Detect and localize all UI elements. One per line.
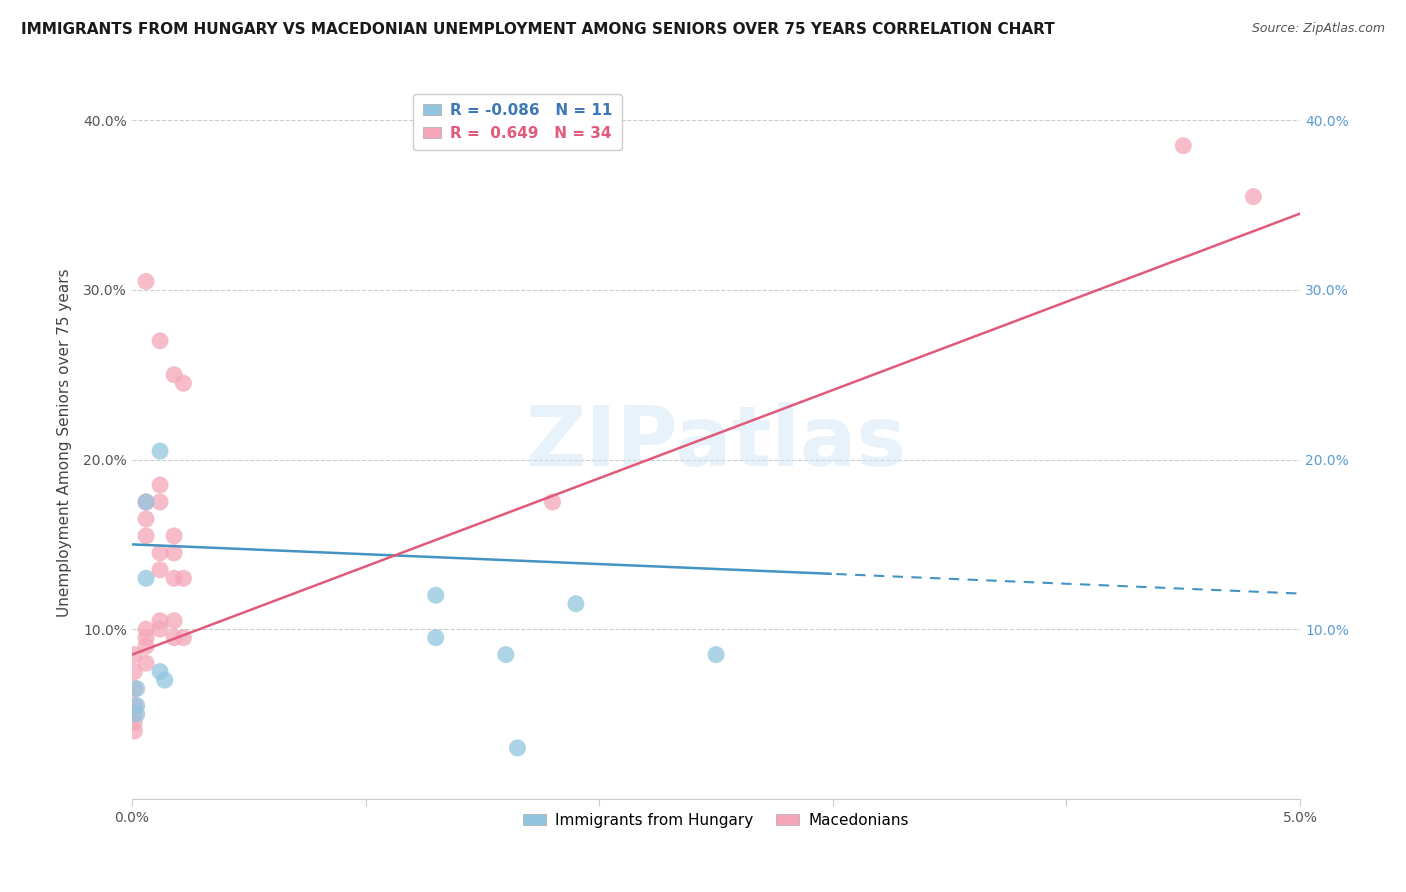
Point — [124, 723, 146, 738]
Point — [135, 512, 157, 526]
Text: Source: ZipAtlas.com: Source: ZipAtlas.com — [1251, 22, 1385, 36]
Point — [149, 334, 172, 348]
Point — [125, 698, 148, 713]
Y-axis label: Unemployment Among Seniors over 75 years: Unemployment Among Seniors over 75 years — [58, 268, 72, 617]
Point — [135, 529, 157, 543]
Point — [124, 648, 146, 662]
Point — [135, 622, 157, 636]
Point — [135, 639, 157, 653]
Point — [163, 631, 186, 645]
Point — [506, 740, 529, 755]
Point — [172, 571, 194, 585]
Point — [125, 706, 148, 721]
Point — [135, 275, 157, 289]
Point — [135, 571, 157, 585]
Point — [163, 614, 186, 628]
Point — [124, 681, 146, 696]
Point — [163, 368, 186, 382]
Point — [163, 546, 186, 560]
Text: IMMIGRANTS FROM HUNGARY VS MACEDONIAN UNEMPLOYMENT AMONG SENIORS OVER 75 YEARS C: IMMIGRANTS FROM HUNGARY VS MACEDONIAN UN… — [21, 22, 1054, 37]
Text: ZIPatlas: ZIPatlas — [526, 402, 907, 483]
Point — [149, 665, 172, 679]
Point — [172, 376, 194, 391]
Point — [425, 631, 447, 645]
Point — [495, 648, 517, 662]
Legend: Immigrants from Hungary, Macedonians: Immigrants from Hungary, Macedonians — [517, 806, 915, 834]
Point — [149, 495, 172, 509]
Point — [1241, 189, 1264, 203]
Point — [149, 622, 172, 636]
Point — [124, 698, 146, 713]
Point — [135, 495, 157, 509]
Point — [163, 571, 186, 585]
Point — [149, 444, 172, 458]
Point — [1173, 138, 1195, 153]
Point — [124, 665, 146, 679]
Point — [124, 706, 146, 721]
Point — [541, 495, 564, 509]
Point — [172, 631, 194, 645]
Point — [565, 597, 588, 611]
Point — [135, 495, 157, 509]
Point — [149, 546, 172, 560]
Point — [135, 656, 157, 670]
Point — [704, 648, 727, 662]
Point — [149, 478, 172, 492]
Point — [425, 588, 447, 602]
Point — [149, 614, 172, 628]
Point — [125, 681, 148, 696]
Point — [163, 529, 186, 543]
Point — [135, 631, 157, 645]
Point — [149, 563, 172, 577]
Point — [124, 715, 146, 730]
Point — [153, 673, 176, 687]
